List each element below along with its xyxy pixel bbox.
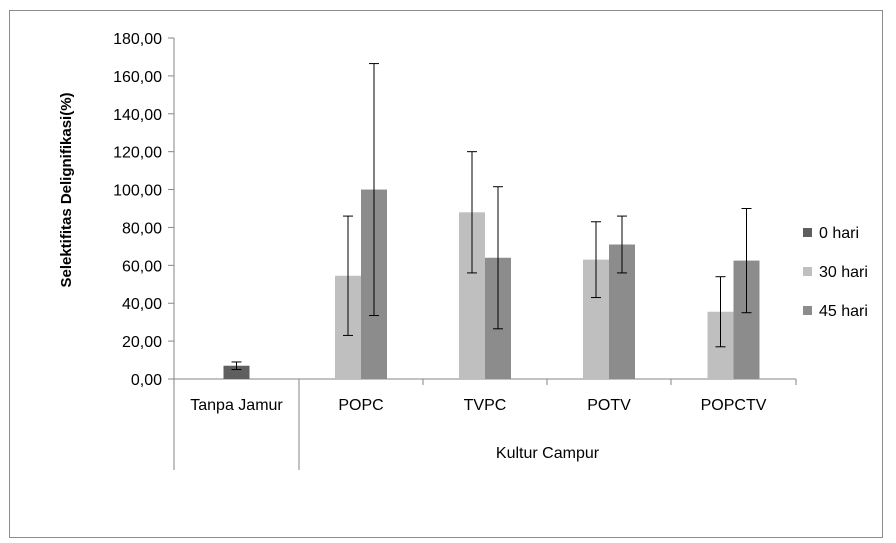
legend-swatch: [803, 228, 812, 237]
y-tick-label: 100,00: [113, 183, 162, 200]
legend-swatch: [803, 306, 812, 315]
y-tick-label: 20,00: [122, 334, 162, 351]
legend-label: 45 hari: [819, 303, 868, 320]
y-tick-label: 60,00: [122, 258, 162, 275]
y-tick-label: 40,00: [122, 296, 162, 313]
y-tick-label: 0,00: [131, 372, 162, 389]
category-label: TVPC: [464, 397, 507, 414]
group-label: Kultur Campur: [496, 445, 600, 462]
category-label: POTV: [587, 397, 631, 414]
y-tick-label: 80,00: [122, 220, 162, 237]
bars: [223, 189, 760, 379]
legend-swatch: [803, 267, 812, 276]
error-bars: [231, 63, 752, 371]
category-label: Tanpa Jamur: [190, 397, 283, 414]
y-tick-label: 160,00: [113, 69, 162, 86]
y-tick-label: 120,00: [113, 145, 162, 162]
category-label: POPC: [338, 397, 383, 414]
bar: [223, 365, 250, 379]
y-axis-label: Selektifitas Delignifikasi(%): [58, 92, 75, 287]
legend-label: 30 hari: [819, 264, 868, 281]
legend-label: 0 hari: [819, 225, 859, 242]
legend: 0 hari 30 hari 45 hari: [803, 225, 868, 320]
y-tick-label: 180,00: [113, 31, 162, 48]
category-label: POPCTV: [701, 397, 767, 414]
y-tick-label: 140,00: [113, 107, 162, 124]
axis-labels: 0,00 20,00 40,00 60,00 80,00 100,00 120,00 140,…: [113, 31, 767, 462]
